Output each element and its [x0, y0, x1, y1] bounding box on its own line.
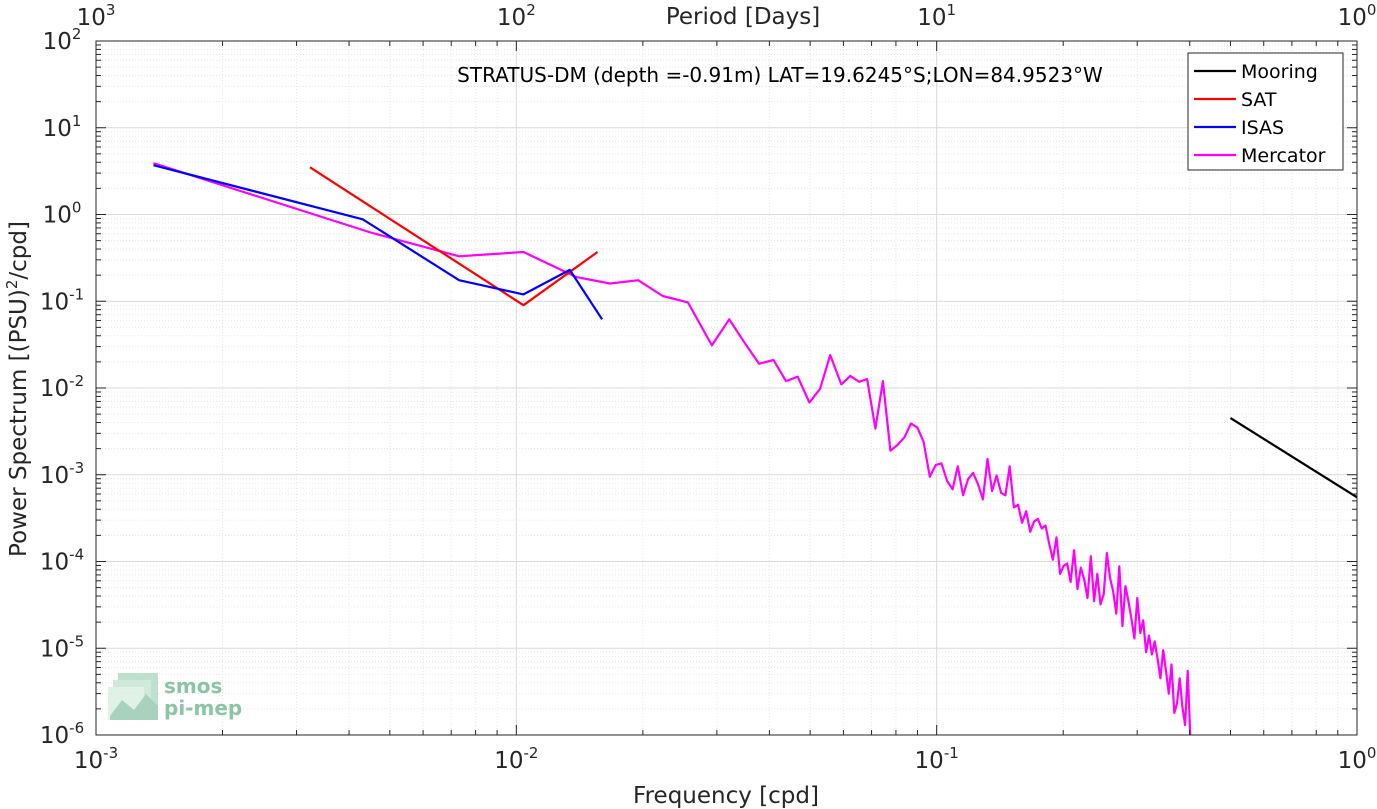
legend-label-isas: ISAS	[1241, 117, 1284, 139]
y-tick-label: 10-6	[40, 719, 84, 749]
y-tick-label: 10-4	[40, 546, 84, 576]
minor-grid	[96, 41, 1357, 735]
legend-label-sat: SAT	[1241, 89, 1277, 111]
logo-text-pimep: pi-mep	[164, 696, 242, 720]
series-line-isas	[153, 164, 604, 320]
legend-box	[1187, 52, 1344, 171]
y-tick-label: 10-3	[40, 459, 84, 489]
series-line-mercator	[153, 162, 1192, 735]
series-line-sat	[309, 166, 599, 307]
axis-ticks	[95, 40, 1358, 736]
legend-label-mooring: Mooring	[1241, 61, 1318, 83]
x-tick-label: 100	[1338, 744, 1377, 774]
y-axis-title: Power Spectrum [(PSU)2/cpd]	[3, 221, 32, 557]
top-tick-label: 100	[1338, 1, 1377, 31]
y-tick-label: 102	[43, 25, 82, 55]
top-tick-label: 101	[917, 1, 956, 31]
y-tick-label: 100	[43, 199, 82, 229]
x-axis-title: Frequency [cpd]	[633, 783, 819, 809]
y-tick-label: 101	[43, 112, 82, 142]
logo-mark-icon	[108, 673, 158, 720]
smos-pimep-logo: smos pi-mep	[108, 673, 242, 720]
series-line-mooring	[1229, 417, 1357, 499]
series-layer	[153, 162, 1357, 735]
legend: Mooring SAT ISAS Mercator	[1187, 52, 1344, 171]
x-tick-label: 10-2	[494, 744, 538, 774]
top-axis-title: Period [Days]	[666, 4, 820, 30]
major-grid	[95, 40, 1358, 736]
chart-annotation: STRATUS-DM (depth =-0.91m) LAT=19.6245°S…	[457, 63, 1103, 87]
y-tick-label: 10-5	[40, 632, 84, 662]
logo-text-smos: smos	[164, 674, 222, 698]
legend-label-mercator: Mercator	[1241, 145, 1326, 167]
y-tick-label: 10-2	[40, 372, 84, 402]
x-tick-label: 10-3	[74, 744, 118, 774]
y-tick-label: 10-1	[40, 285, 84, 315]
x-tick-label: 10-1	[915, 744, 959, 774]
top-tick-label: 103	[77, 1, 116, 31]
top-tick-label: 102	[497, 1, 536, 31]
